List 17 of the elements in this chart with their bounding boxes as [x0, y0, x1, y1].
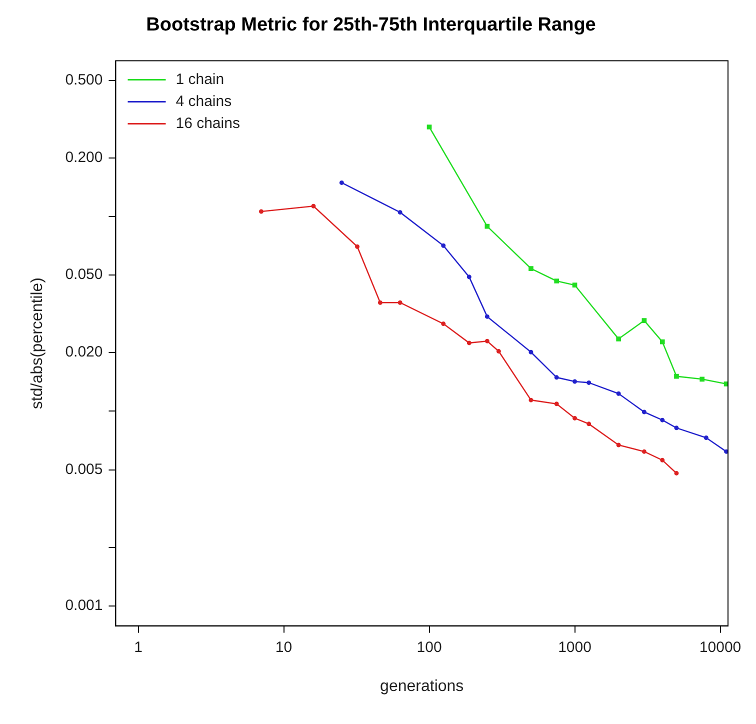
x-axis-title: generations: [380, 678, 464, 695]
y-tick-label: 0.050: [65, 266, 103, 284]
x-tick-label: 10: [275, 638, 292, 656]
x-tick-label: 100: [416, 638, 442, 656]
legend-label: 1 chain: [176, 70, 224, 88]
x-tick-label: 1000: [558, 638, 592, 656]
y-tick-label: 0.005: [65, 460, 103, 478]
x-tick-label: 1: [134, 638, 142, 656]
legend-label: 4 chains: [176, 92, 232, 110]
y-tick-label: 0.020: [65, 344, 103, 361]
y-tick-label: 0.001: [65, 597, 103, 614]
y-axis-title: std/abs(percentile): [29, 277, 46, 410]
y-tick-label: 0.500: [65, 71, 103, 88]
chart-title: Bootstrap Metric for 25th-75th Interquartile Range: [146, 14, 596, 36]
x-tick-label: 10000: [699, 638, 742, 656]
legend-label: 16 chains: [176, 114, 240, 132]
y-tick-label: 0.200: [65, 148, 103, 166]
